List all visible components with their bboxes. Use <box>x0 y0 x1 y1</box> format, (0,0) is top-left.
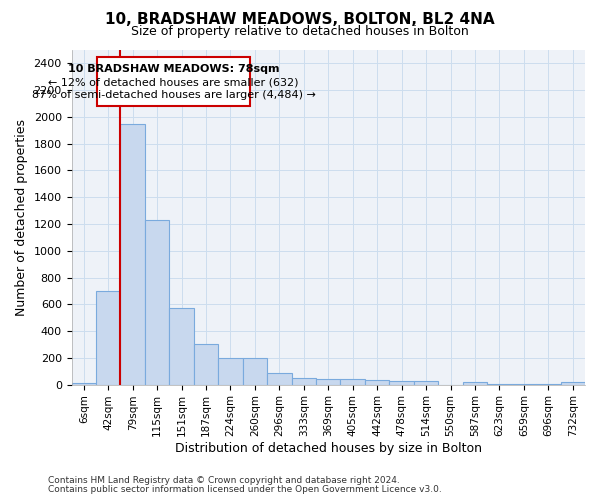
Text: Size of property relative to detached houses in Bolton: Size of property relative to detached ho… <box>131 25 469 38</box>
Bar <box>71 382 96 384</box>
X-axis label: Distribution of detached houses by size in Bolton: Distribution of detached houses by size … <box>175 442 482 455</box>
Text: 10 BRADSHAW MEADOWS: 78sqm: 10 BRADSHAW MEADOWS: 78sqm <box>68 64 280 74</box>
Bar <box>145 220 169 384</box>
Bar <box>242 358 267 384</box>
Bar <box>316 379 340 384</box>
Bar <box>365 380 389 384</box>
Bar <box>340 379 365 384</box>
Text: 87% of semi-detached houses are larger (4,484) →: 87% of semi-detached houses are larger (… <box>32 90 316 101</box>
Bar <box>218 358 242 384</box>
Bar <box>463 382 487 384</box>
Text: ← 12% of detached houses are smaller (632): ← 12% of detached houses are smaller (63… <box>49 78 299 88</box>
Bar <box>292 378 316 384</box>
FancyBboxPatch shape <box>97 56 250 106</box>
Bar <box>267 373 292 384</box>
Bar <box>121 124 145 384</box>
Text: 10, BRADSHAW MEADOWS, BOLTON, BL2 4NA: 10, BRADSHAW MEADOWS, BOLTON, BL2 4NA <box>105 12 495 28</box>
Bar <box>194 344 218 385</box>
Bar <box>169 308 194 384</box>
Bar <box>96 291 121 384</box>
Bar <box>560 382 585 384</box>
Bar <box>389 380 414 384</box>
Y-axis label: Number of detached properties: Number of detached properties <box>15 119 28 316</box>
Text: Contains HM Land Registry data © Crown copyright and database right 2024.: Contains HM Land Registry data © Crown c… <box>48 476 400 485</box>
Text: Contains public sector information licensed under the Open Government Licence v3: Contains public sector information licen… <box>48 485 442 494</box>
Bar <box>414 382 438 384</box>
